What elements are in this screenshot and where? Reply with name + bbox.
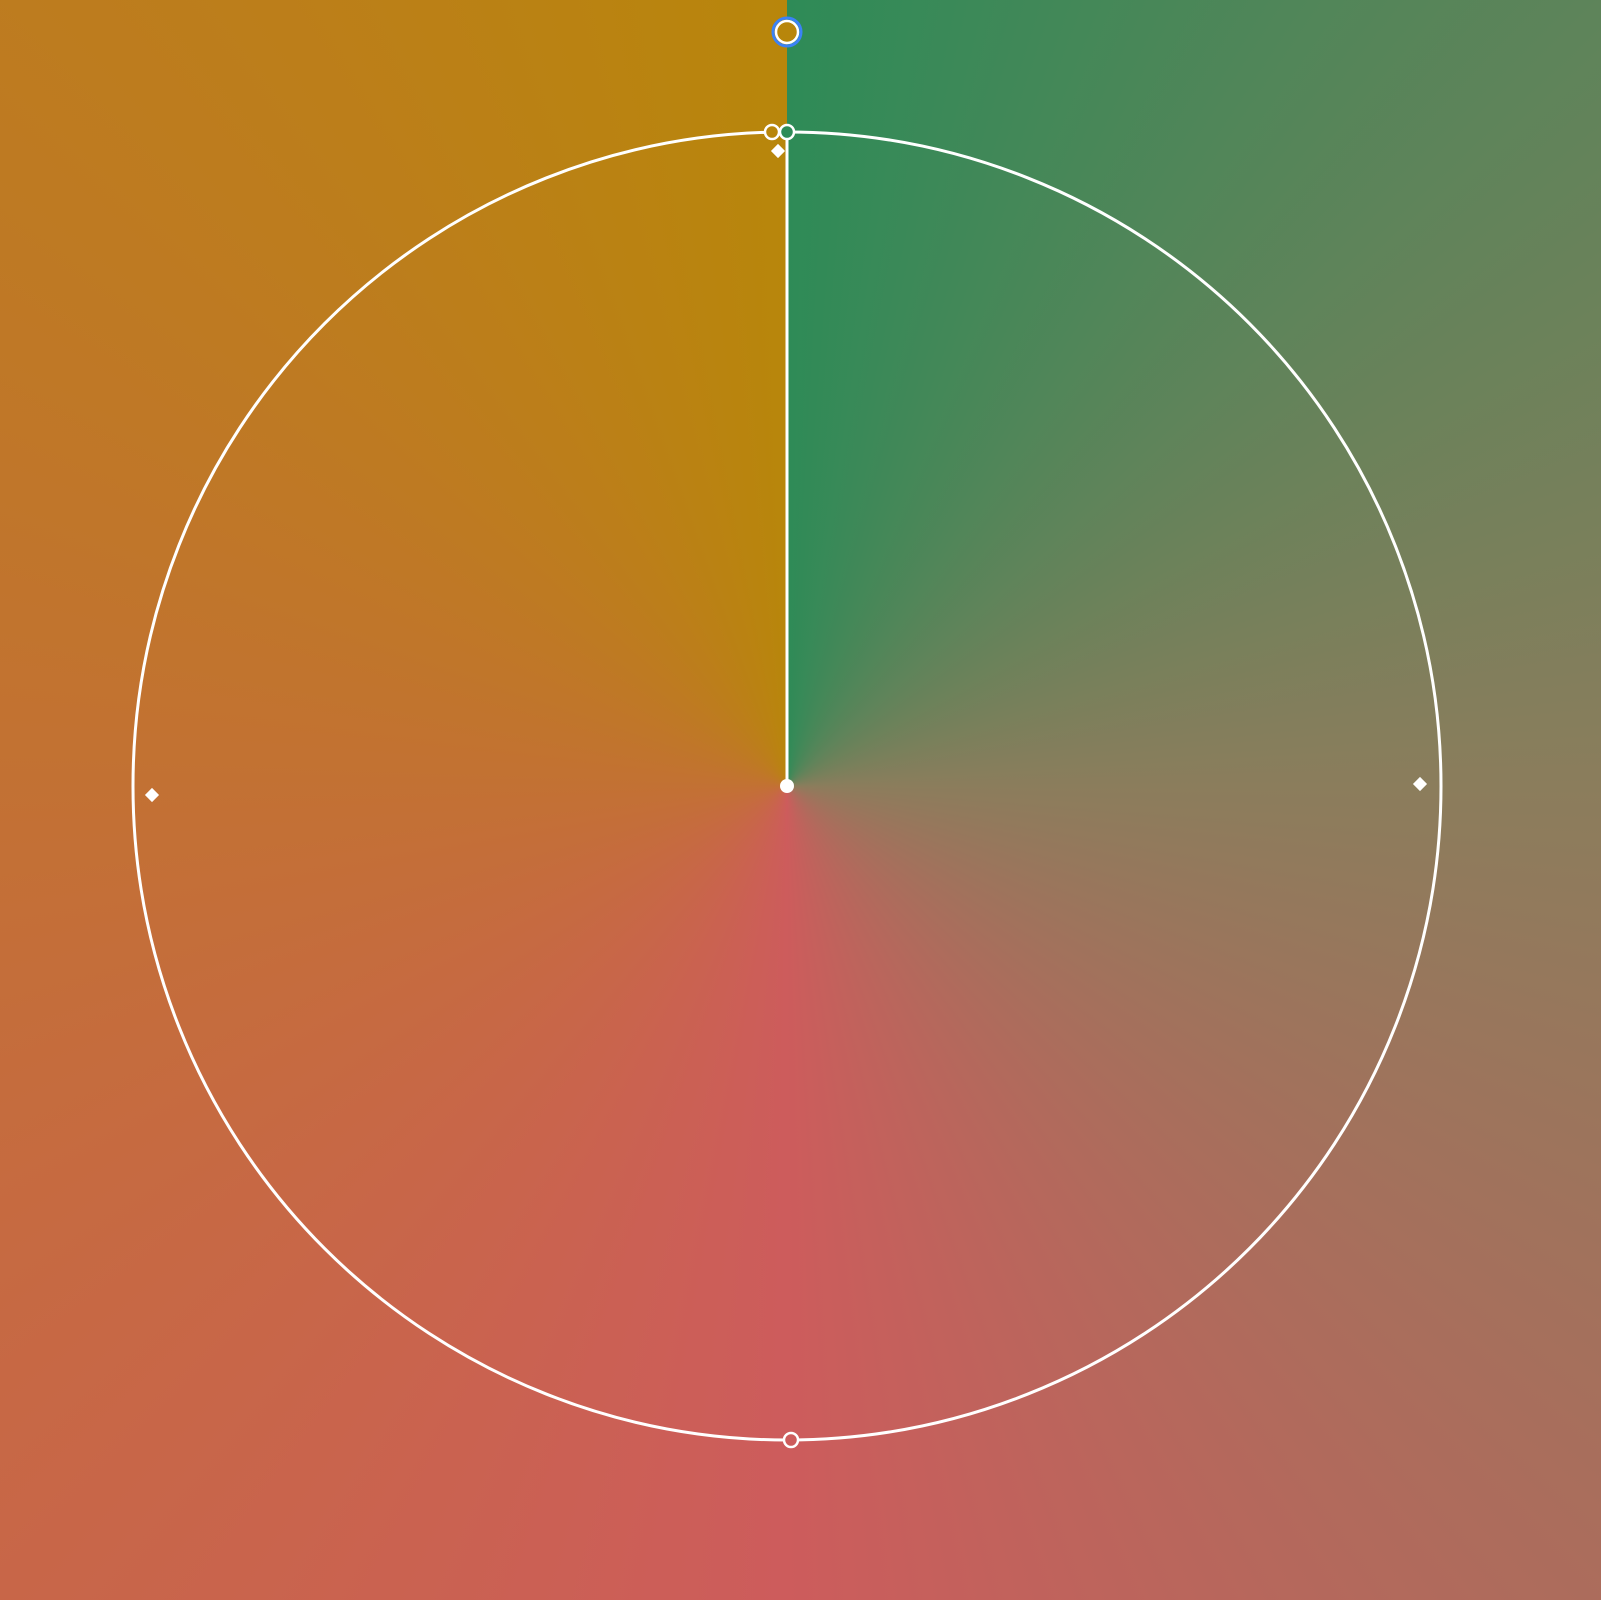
radius-handle-right[interactable] [1412,776,1428,792]
angle-handle[interactable] [771,16,803,48]
stop-handle-start[interactable] [778,123,796,141]
stop-handle-mid[interactable] [782,1431,800,1449]
center-handle[interactable] [780,779,794,793]
stop-handle-end[interactable] [763,123,781,141]
midpoint-handle-top[interactable] [770,143,786,159]
radius-handle-left[interactable] [144,787,160,803]
